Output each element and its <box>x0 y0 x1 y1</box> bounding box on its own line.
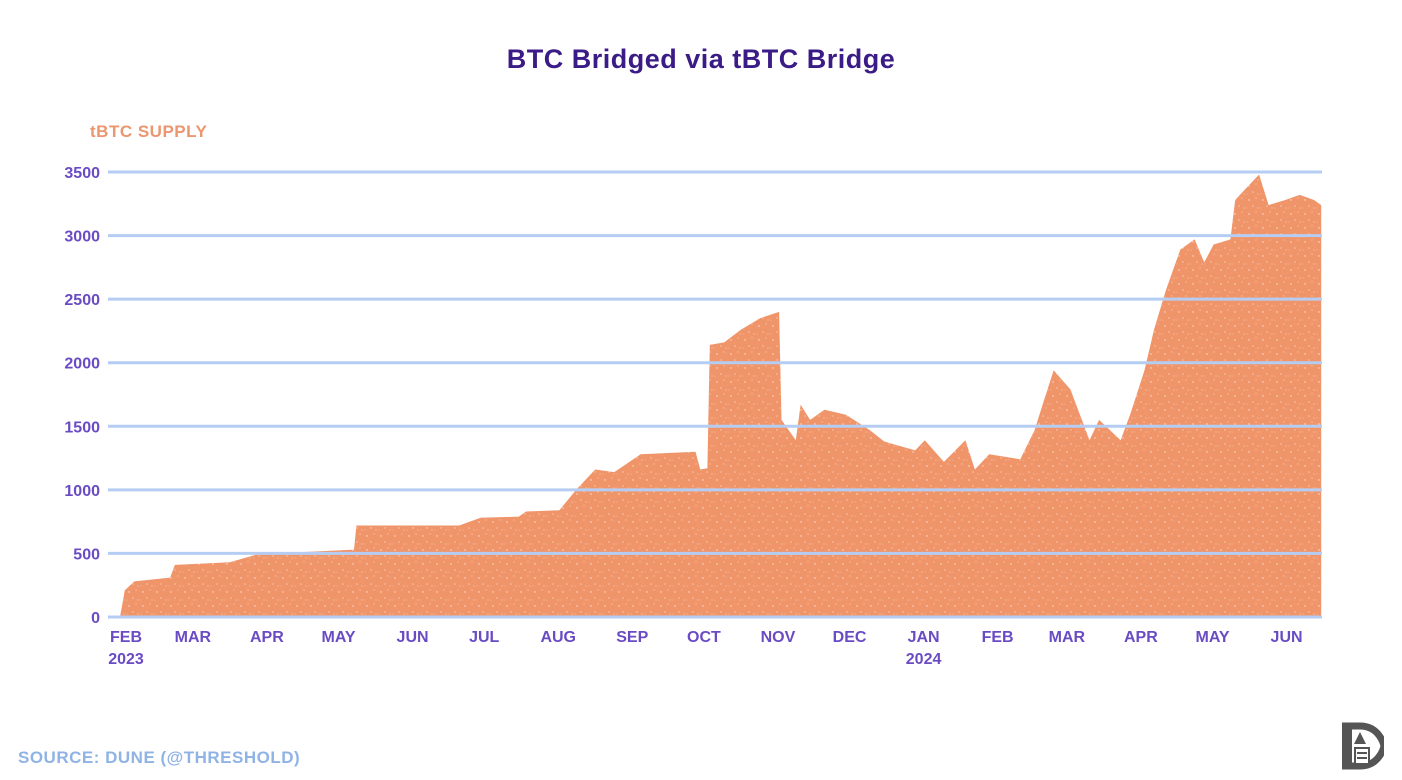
y-axis-label: tBTC SUPPLY <box>90 122 208 141</box>
y-tick-label: 2500 <box>64 292 100 309</box>
x-tick-label: DEC <box>833 629 867 646</box>
x-tick-label: APR <box>1124 629 1158 646</box>
y-tick-label: 0 <box>91 610 100 627</box>
x-tick-year: 2023 <box>108 651 144 668</box>
x-tick-label: SEP <box>616 629 648 646</box>
x-tick-year: 2024 <box>906 651 942 668</box>
x-tick-label: FEB <box>982 629 1014 646</box>
y-tick-label: 2000 <box>64 356 100 373</box>
y-tick-label: 3500 <box>64 165 100 182</box>
publisher-logo-icon <box>1342 722 1384 770</box>
x-tick-label: JUL <box>469 629 499 646</box>
x-tick-label: JAN <box>908 629 940 646</box>
x-tick-label: OCT <box>687 629 721 646</box>
y-tick-label: 500 <box>73 546 100 563</box>
x-tick-label: MAY <box>1195 629 1229 646</box>
x-tick-label: FEB <box>110 629 142 646</box>
x-tick-label: MAR <box>175 629 212 646</box>
x-tick-label: MAR <box>1049 629 1086 646</box>
y-tick-label: 1000 <box>64 483 100 500</box>
chart-title: BTC Bridged via tBTC Bridge <box>506 44 896 74</box>
supply-area <box>120 174 1322 617</box>
x-tick-label: JUN <box>397 629 429 646</box>
y-tick-label: 1500 <box>64 419 100 436</box>
x-tick-label: NOV <box>761 629 796 646</box>
x-tick-label: JUN <box>1271 629 1303 646</box>
x-tick-label: APR <box>250 629 284 646</box>
x-tick-label: MAY <box>321 629 355 646</box>
y-tick-label: 3000 <box>64 229 100 246</box>
source-note: SOURCE: DUNE (@THRESHOLD) <box>18 748 301 767</box>
x-tick-label: AUG <box>540 629 576 646</box>
